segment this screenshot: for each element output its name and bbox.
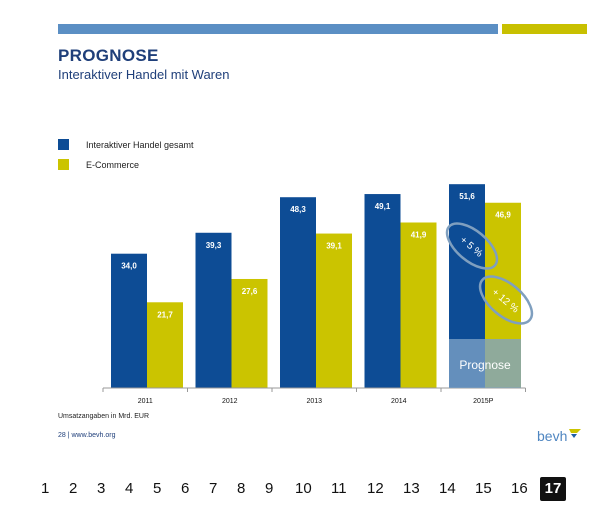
page-5-link[interactable]: 5 — [153, 480, 162, 497]
bar-ecommerce-2013 — [316, 233, 352, 388]
page-13-link[interactable]: 13 — [403, 480, 420, 497]
x-tick-label-2014: 2014 — [391, 398, 407, 405]
data-label-ecommerce-2015P: 46,9 — [495, 211, 511, 220]
page-2-link[interactable]: 2 — [69, 480, 78, 497]
page-17-link[interactable]: 17 — [540, 477, 566, 501]
top-accent-bar-yellow — [502, 24, 587, 34]
legend-swatch-ecommerce — [58, 159, 69, 170]
page-14-link[interactable]: 14 — [439, 480, 456, 497]
bar-chart: 34,0 21,7 2011 39,3 27,6 2012 48,3 39,1 2013 49,1… — [102, 184, 534, 405]
forecast-overlay — [449, 339, 521, 388]
data-label-ecommerce-2014: 41,9 — [411, 230, 427, 239]
slide-title: PROGNOSE — [58, 46, 159, 65]
data-label-gesamt-2011: 34,0 — [121, 262, 137, 271]
page-10-link[interactable]: 10 — [295, 480, 312, 497]
data-label-gesamt-2012: 39,3 — [206, 241, 222, 250]
legend-item-gesamt: Interaktiver Handel gesamt — [58, 139, 194, 150]
bevh-logo: bevh — [537, 428, 582, 444]
bar-gesamt-2012 — [195, 232, 232, 388]
page-9-link[interactable]: 9 — [265, 480, 274, 497]
data-label-ecommerce-2011: 21,7 — [157, 310, 173, 319]
forecast-label: Prognose — [459, 358, 511, 372]
legend-label-gesamt: Interaktiver Handel gesamt — [86, 139, 194, 150]
legend-item-ecommerce: E-Commerce — [58, 159, 139, 170]
slide: PROGNOSE Interaktiver Handel mit Waren I… — [58, 24, 587, 444]
data-label-gesamt-2013: 48,3 — [290, 205, 306, 214]
page-11-link[interactable]: 11 — [331, 480, 347, 497]
data-label-gesamt-2014: 49,1 — [375, 202, 391, 211]
slide-subtitle: Interaktiver Handel mit Waren — [58, 67, 230, 82]
page-1-link[interactable]: 1 — [41, 480, 50, 497]
page-7-link[interactable]: 7 — [209, 480, 218, 497]
source-note: Umsatzangaben in Mrd. EUR — [58, 413, 150, 420]
page-12-link[interactable]: 12 — [367, 480, 384, 497]
x-tick-label-2012: 2012 — [222, 398, 238, 405]
bar-ecommerce-2011 — [147, 302, 183, 388]
x-tick-label-2015P: 2015P — [473, 398, 494, 405]
growth-annotation-ellipse-2 — [478, 275, 534, 325]
page-3-link[interactable]: 3 — [97, 480, 106, 497]
data-label-ecommerce-2013: 39,1 — [326, 242, 342, 251]
legend-label-ecommerce: E-Commerce — [86, 159, 140, 170]
logo-flag-icon — [569, 429, 582, 438]
bar-ecommerce-2014 — [400, 222, 437, 388]
pagination: 1 2 3 4 5 6 7 8 9 10 11 12 13 14 15 16 17 — [0, 477, 609, 503]
growth-annotation-ellipse-1 — [445, 222, 499, 270]
legend-swatch-gesamt — [58, 139, 69, 150]
page-4-link[interactable]: 4 — [125, 480, 134, 497]
x-tick-label-2011: 2011 — [138, 398, 153, 405]
bar-gesamt-2014 — [364, 194, 401, 388]
page-15-link[interactable]: 15 — [475, 480, 492, 497]
bar-gesamt-2013 — [280, 197, 316, 388]
x-tick-label-2013: 2013 — [306, 398, 322, 405]
data-label-ecommerce-2012: 27,6 — [242, 287, 258, 296]
page-6-link[interactable]: 6 — [181, 480, 190, 497]
logo-text: bevh — [537, 428, 568, 444]
bar-gesamt-2011 — [111, 253, 147, 388]
bar-ecommerce-2012 — [231, 278, 268, 388]
data-label-gesamt-2015P: 51,6 — [459, 192, 475, 201]
page-16-link[interactable]: 16 — [511, 480, 528, 497]
top-accent-bar-blue — [58, 24, 498, 34]
page-8-link[interactable]: 8 — [237, 480, 246, 497]
footer-link[interactable]: 28 | www.bevh.org — [58, 432, 116, 439]
